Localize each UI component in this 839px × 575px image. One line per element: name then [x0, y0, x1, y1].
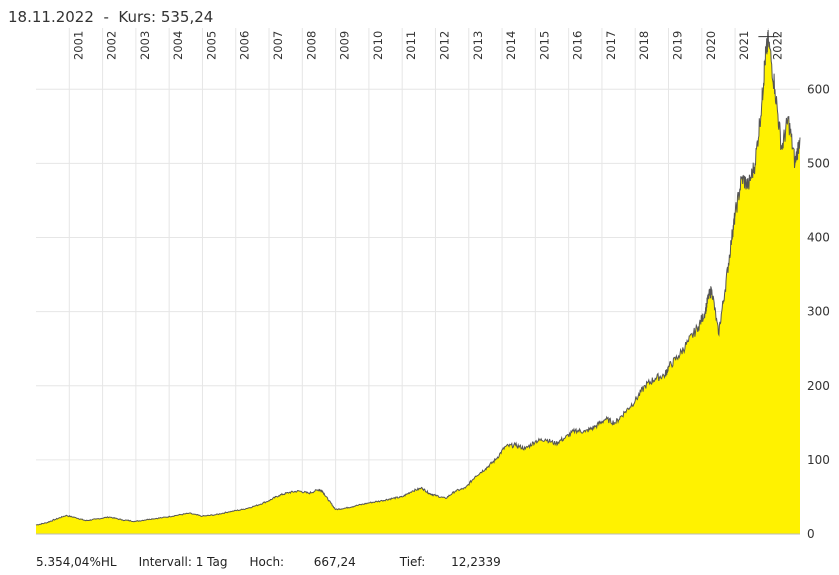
x-tick-label: 2022 [770, 31, 784, 60]
tief-value: 12,2339 [451, 555, 501, 569]
x-tick-label: 2007 [271, 31, 285, 60]
x-tick-label: 2016 [571, 31, 585, 60]
x-tick-label: 2021 [737, 31, 751, 60]
header-separator: - [103, 8, 109, 26]
x-tick-label: 2014 [504, 31, 518, 60]
x-tick-label: 2002 [105, 31, 119, 60]
hoch-readout: Hoch: 667,24 [249, 555, 377, 569]
x-tick-label: 2011 [404, 31, 418, 60]
x-tick-label: 2005 [204, 31, 218, 60]
chart-header: 18.11.2022 - Kurs: 535,24 [8, 8, 213, 26]
x-tick-label: 2006 [238, 31, 252, 60]
performance-value: 5.354,04%HL [36, 555, 117, 569]
x-tick-label: 2010 [371, 31, 385, 60]
intervall-label: Intervall: 1 Tag [138, 555, 228, 569]
x-tick-label: 2004 [171, 31, 185, 60]
x-tick-label: 2013 [471, 31, 485, 60]
kurs-value: 535,24 [160, 8, 214, 26]
y-tick-label: 200 [807, 379, 830, 393]
x-tick-label: 2009 [338, 31, 352, 60]
hoch-label: Hoch: [249, 555, 285, 569]
x-tick-label: 2015 [537, 31, 551, 60]
tief-readout: Tief: 12,2339 [400, 555, 523, 569]
series-line [35, 29, 801, 526]
y-tick-label: 400 [807, 231, 830, 245]
chart-footer: 5.354,04%HL Intervall: 1 Tag Hoch: 667,24 T… [36, 555, 545, 569]
y-tick-label: 0 [807, 527, 815, 541]
x-tick-label: 2019 [671, 31, 685, 60]
x-tick-label: 2018 [637, 31, 651, 60]
x-tick-label: 2001 [71, 31, 85, 60]
y-tick-label: 100 [807, 453, 830, 467]
x-tick-label: 2017 [604, 31, 618, 60]
x-tick-label: 2012 [437, 31, 451, 60]
hoch-value: 667,24 [313, 555, 356, 569]
kurs-label: Kurs: [118, 8, 157, 26]
y-tick-label: 500 [807, 156, 830, 170]
x-tick-label: 2020 [704, 31, 718, 60]
x-tick-label: 2008 [304, 31, 318, 60]
y-tick-label: 600 [807, 82, 830, 96]
series-area [36, 30, 800, 534]
header-date: 18.11.2022 [8, 8, 94, 26]
tief-label: Tief: [399, 555, 426, 569]
y-tick-label: 300 [807, 305, 830, 319]
x-tick-label: 2003 [138, 31, 152, 60]
